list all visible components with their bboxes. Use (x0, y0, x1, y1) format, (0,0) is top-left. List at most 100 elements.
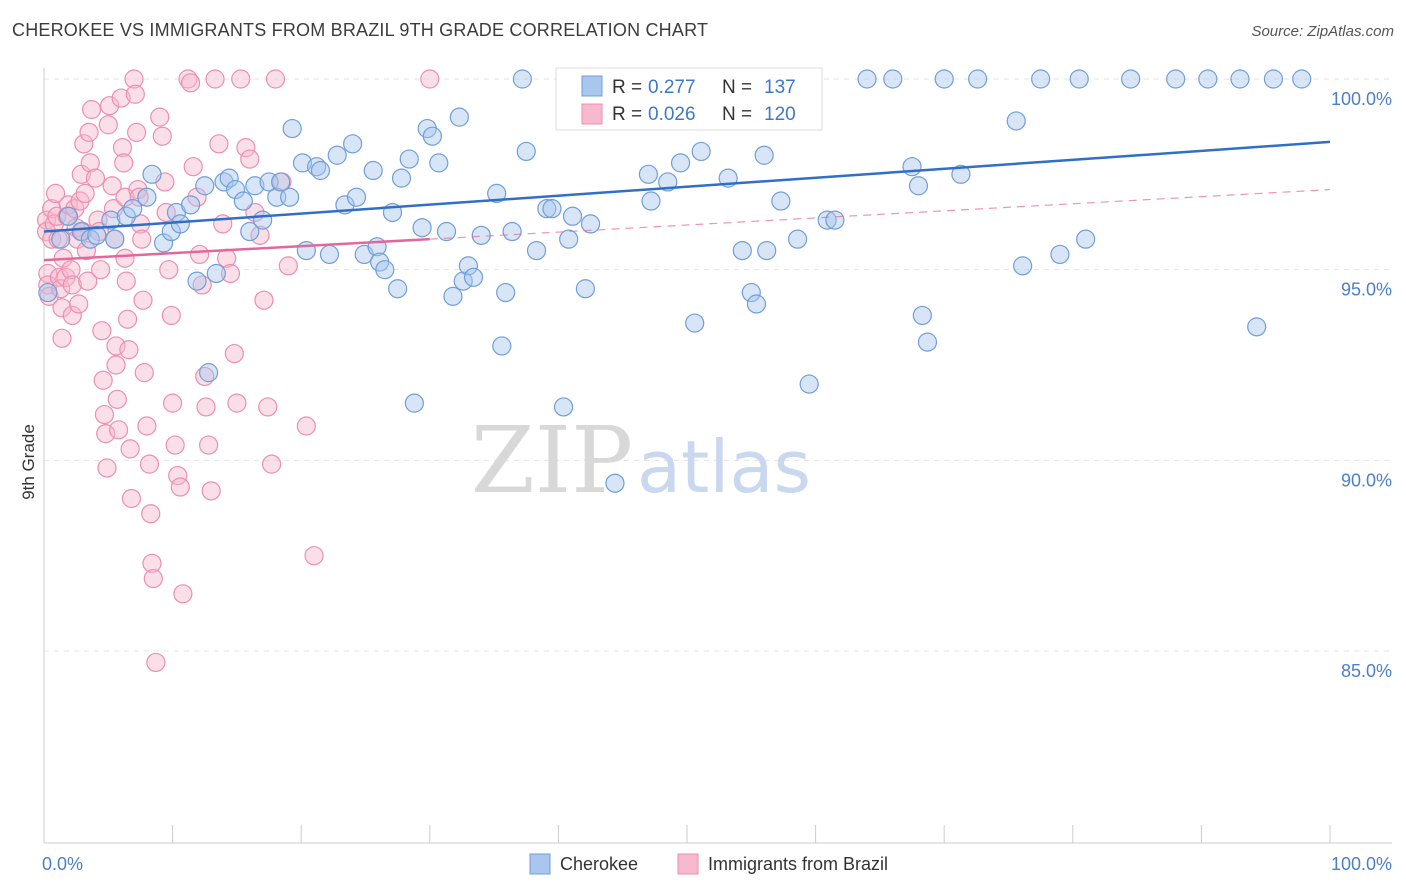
brazil-point (125, 84, 145, 104)
brazil-point (38, 263, 58, 284)
brazil-point (85, 168, 106, 188)
cherokee-point (1247, 317, 1267, 337)
cherokee-point (912, 305, 932, 326)
cherokee-point (463, 267, 484, 287)
cherokee-point (404, 393, 424, 413)
cherokee-point (516, 141, 536, 162)
brazil-point (190, 244, 210, 265)
cherokee-point (453, 271, 473, 291)
stats-swatch-cherokee (581, 75, 603, 97)
cherokee-point (817, 210, 837, 230)
x-tick-label-end: 100.0% (1331, 854, 1392, 874)
brazil-point (181, 73, 201, 93)
legend-label-brazil: Immigrants from Brazil (708, 854, 888, 874)
brazil-point (107, 389, 127, 409)
cherokee-point (399, 149, 419, 169)
y-tick-label: 90.0% (1341, 470, 1392, 490)
cherokee-point (436, 221, 457, 242)
brazil-trend-line (43, 237, 430, 262)
cherokee-point (87, 225, 107, 245)
stats-r-label-cherokee: R = (612, 77, 642, 98)
y-axis-label: 9th Grade (19, 424, 38, 500)
stats-r-label-brazil: R = (612, 104, 642, 125)
brazil-point (93, 370, 113, 390)
brazil-point (137, 416, 157, 436)
cherokee-trend-line (43, 140, 1331, 233)
cherokee-point (343, 134, 363, 154)
stats-box: R = 0.277 N = 137 R = 0.026 N = 120 (555, 67, 823, 131)
cherokee-point (412, 218, 432, 238)
series-cherokee-points (38, 69, 1312, 493)
brazil-point (165, 435, 185, 455)
brazil-point (152, 126, 172, 146)
brazil-point (62, 305, 82, 326)
cherokee-point (253, 210, 273, 230)
brazil-point (265, 69, 286, 89)
cherokee-point (310, 160, 331, 181)
cherokee-point (292, 153, 313, 173)
brazil-point (114, 153, 134, 173)
legend-swatch-cherokee (529, 853, 551, 875)
brazil-point (75, 183, 95, 203)
brazil-point (240, 149, 260, 169)
cherokee-point (1006, 111, 1026, 131)
cherokee-point (471, 225, 491, 245)
brazil-point (52, 328, 72, 348)
cherokee-point (101, 210, 121, 230)
cherokee-point (226, 179, 246, 200)
trend-lines (43, 140, 1331, 262)
cherokee-point (240, 221, 260, 242)
brazil-point (173, 584, 193, 604)
brazil-point (108, 420, 129, 440)
cherokee-point (951, 164, 971, 184)
cherokee-point (233, 191, 253, 211)
cherokee-point (219, 168, 239, 188)
brazil-point (90, 260, 111, 280)
cherokee-point (670, 153, 691, 173)
cherokee-point (542, 199, 562, 219)
cherokee-point (746, 294, 767, 314)
brazil-point (199, 435, 219, 455)
brazil-point (163, 393, 183, 413)
cherokee-point (1076, 229, 1096, 249)
brazil-point (141, 504, 161, 524)
cherokee-point (259, 172, 279, 192)
cherokee-point (968, 69, 988, 89)
cherokee-point (388, 279, 408, 299)
cherokee-point (934, 69, 954, 89)
brazil-point (159, 260, 179, 280)
brazil-point (231, 69, 251, 89)
brazil-point (250, 225, 270, 245)
brazil-point (170, 477, 190, 497)
cherokee-point (638, 164, 659, 184)
brazil-point (47, 206, 67, 226)
legend-item-brazil[interactable]: Immigrants from Brazil (677, 853, 888, 875)
brazil-point (106, 355, 126, 375)
cherokee-point (559, 229, 579, 249)
cherokee-point (1292, 69, 1312, 89)
brazil-point (262, 454, 282, 474)
cherokee-point (458, 256, 478, 276)
cherokee-point (799, 374, 819, 394)
cherokee-point (1069, 69, 1089, 89)
cherokee-point (1230, 69, 1250, 89)
watermark-atlas: atlas (637, 425, 811, 509)
cherokee-point (137, 187, 157, 207)
brazil-point (236, 138, 256, 158)
brazil-point (78, 271, 98, 291)
brazil-point (258, 397, 278, 417)
brazil-point (94, 404, 115, 425)
cherokee-point (732, 241, 752, 261)
legend: Cherokee Immigrants from Brazil (529, 853, 888, 875)
brazil-point (278, 256, 298, 276)
cherokee-point (429, 153, 449, 173)
cherokee-point (691, 141, 711, 162)
brazil-point (156, 202, 176, 223)
cherokee-point (375, 260, 395, 280)
brazil-point (98, 115, 118, 135)
cherokee-point (754, 145, 774, 165)
legend-item-cherokee[interactable]: Cherokee (529, 853, 638, 875)
source-credit: Source: ZipAtlas.com (1251, 23, 1394, 40)
cherokee-point (1050, 244, 1070, 265)
